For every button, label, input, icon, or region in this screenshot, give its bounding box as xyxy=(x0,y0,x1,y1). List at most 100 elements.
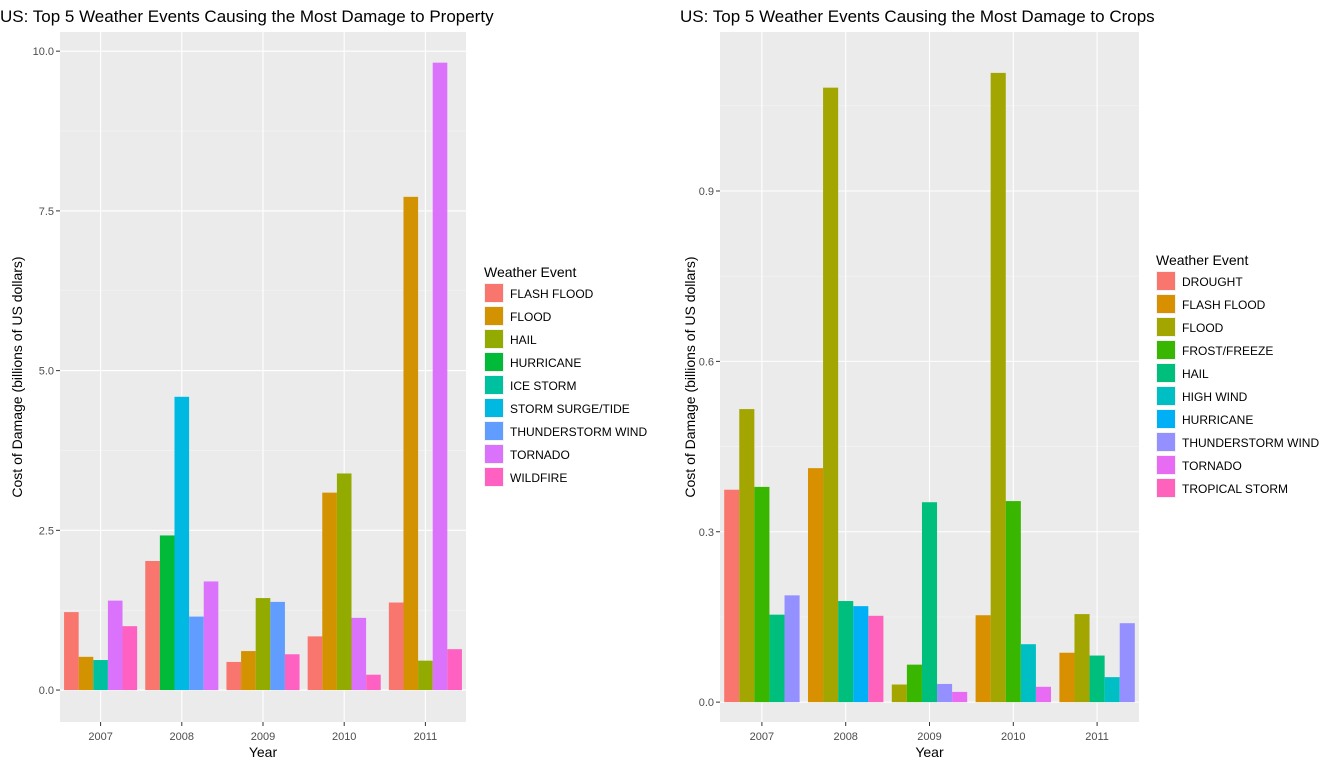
legend-label: HURRICANE xyxy=(1182,413,1253,427)
bar-tornado-2011 xyxy=(432,62,448,691)
bar-thunderstorm-wind-2009 xyxy=(937,683,953,703)
x-axis-label: Year xyxy=(249,744,278,760)
y-tick-label: 0.0 xyxy=(699,697,714,709)
legend-label: FROST/FREEZE xyxy=(1182,344,1273,358)
bar-hail-2011 xyxy=(1089,655,1105,703)
bar-high-wind-2011 xyxy=(1104,677,1120,703)
chart-title: US: Top 5 Weather Events Causing the Mos… xyxy=(680,7,1155,26)
bar-wildfire-2007 xyxy=(122,626,138,691)
legend-swatch xyxy=(485,422,503,440)
legend-label: HAIL xyxy=(1182,367,1209,381)
y-tick-label: 0.6 xyxy=(699,356,714,368)
legend-label: HURRICANE xyxy=(510,356,581,370)
bar-tornado-2008 xyxy=(203,581,219,691)
bar-flash-flood-2011 xyxy=(388,602,404,691)
legend-label: THUNDERSTORM WIND xyxy=(510,425,647,439)
legend-swatch xyxy=(485,307,503,325)
legend-title: Weather Event xyxy=(1156,252,1248,268)
legend-label: FLASH FLOOD xyxy=(510,287,594,301)
y-tick-label: 5.0 xyxy=(39,366,54,378)
legend-label: HIGH WIND xyxy=(1182,390,1248,404)
bar-flood-2010 xyxy=(322,492,337,691)
x-tick-label: 2009 xyxy=(251,731,275,743)
x-tick-label: 2008 xyxy=(170,731,194,743)
legend-swatch xyxy=(1157,456,1175,474)
legend-swatch xyxy=(485,376,503,394)
bar-frost-freeze-2009 xyxy=(906,664,922,703)
bar-wildfire-2010 xyxy=(366,674,381,691)
bar-hail-2010 xyxy=(336,473,352,691)
x-tick-label: 2011 xyxy=(1085,731,1109,743)
legend-label: WILDFIRE xyxy=(510,471,567,485)
legend-swatch xyxy=(1157,479,1175,497)
legend-label: DROUGHT xyxy=(1182,275,1243,289)
bar-wildfire-2011 xyxy=(447,649,462,691)
legend-label: TORNADO xyxy=(1182,459,1242,473)
bar-hail-2009 xyxy=(921,502,938,703)
bar-tornado-2010 xyxy=(1035,686,1052,703)
legend-swatch xyxy=(485,284,503,302)
bar-flash-flood-2011 xyxy=(1059,652,1075,703)
legend-swatch xyxy=(1157,387,1175,405)
bar-hurricane-2008 xyxy=(159,535,175,691)
y-axis-label: Cost of Damage (billions of US dollars) xyxy=(9,256,25,497)
bar-drought-2007 xyxy=(724,489,740,703)
legend-swatch xyxy=(1157,295,1175,313)
x-tick-label: 2011 xyxy=(414,731,438,743)
y-axis-label: Cost of Damage (billions of US dollars) xyxy=(682,256,698,497)
bar-flash-flood-2010 xyxy=(307,636,323,691)
bar-tornado-2010 xyxy=(351,617,367,691)
bar-flash-flood-2008 xyxy=(807,468,824,703)
legend-swatch xyxy=(485,468,503,486)
bar-flash-flood-2009 xyxy=(226,661,242,691)
legend-label: FLOOD xyxy=(1182,321,1224,335)
legend-title: Weather Event xyxy=(484,264,576,280)
legend-label: ICE STORM xyxy=(510,379,576,393)
y-tick-label: 0.3 xyxy=(699,527,714,539)
legend-label: TORNADO xyxy=(510,448,570,462)
y-tick-label: 7.5 xyxy=(39,206,54,218)
legend-label: STORM SURGE/TIDE xyxy=(510,402,630,416)
bar-thunderstorm-wind-2011 xyxy=(1119,623,1135,703)
bar-ice-storm-2007 xyxy=(93,660,108,691)
legend-swatch xyxy=(485,353,503,371)
bar-tropical-storm-2008 xyxy=(868,615,884,703)
legend-swatch xyxy=(1157,410,1175,428)
legend-label: TROPICAL STORM xyxy=(1182,482,1288,496)
bar-hail-2009 xyxy=(255,598,271,691)
y-tick-label: 0.0 xyxy=(39,685,54,697)
x-tick-label: 2010 xyxy=(332,731,356,743)
bar-thunderstorm-wind-2008 xyxy=(189,616,204,691)
x-tick-label: 2007 xyxy=(750,731,774,743)
legend-swatch xyxy=(1157,272,1175,290)
bar-wildfire-2009 xyxy=(284,654,300,691)
bar-flood-2007 xyxy=(78,656,94,691)
bar-frost-freeze-2010 xyxy=(1005,501,1021,703)
y-tick-label: 2.5 xyxy=(39,525,54,537)
x-tick-label: 2008 xyxy=(833,731,857,743)
legend-label: FLASH FLOOD xyxy=(1182,298,1266,312)
bar-thunderstorm-wind-2007 xyxy=(784,595,800,703)
bar-hail-2008 xyxy=(838,601,854,703)
bar-flash-flood-2010 xyxy=(975,615,991,703)
x-tick-label: 2007 xyxy=(88,731,112,743)
x-tick-label: 2010 xyxy=(1001,731,1025,743)
bar-hail-2011 xyxy=(418,660,433,691)
x-tick-label: 2009 xyxy=(917,731,941,743)
bar-flood-2009 xyxy=(241,651,256,691)
bar-storm-surge-tide-2008 xyxy=(174,396,190,691)
legend-label: HAIL xyxy=(510,333,537,347)
legend-swatch xyxy=(485,445,503,463)
chart-title: US: Top 5 Weather Events Causing the Mos… xyxy=(0,7,494,26)
bar-flood-2008 xyxy=(823,87,839,703)
bar-flood-2011 xyxy=(403,196,419,691)
bar-frost-freeze-2007 xyxy=(754,486,770,703)
bar-tornado-2009 xyxy=(952,691,968,703)
bar-flood-2010 xyxy=(990,72,1006,703)
bar-hurricane-2008 xyxy=(853,606,869,703)
y-tick-label: 10.0 xyxy=(33,46,54,58)
legend-swatch xyxy=(1157,318,1175,336)
bar-high-wind-2010 xyxy=(1020,644,1036,703)
bar-flood-2007 xyxy=(739,409,755,703)
